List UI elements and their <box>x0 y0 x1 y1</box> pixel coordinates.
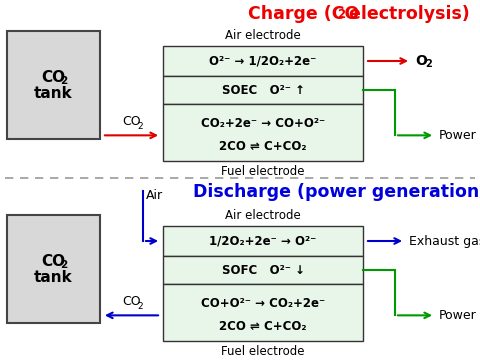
Text: O: O <box>415 54 427 68</box>
Text: 2CO ⇌ C+CO₂: 2CO ⇌ C+CO₂ <box>219 140 307 153</box>
Text: 2: 2 <box>60 260 67 270</box>
Text: 2CO ⇌ C+CO₂: 2CO ⇌ C+CO₂ <box>219 320 307 333</box>
Text: Power: Power <box>439 309 477 322</box>
Bar <box>7 31 100 139</box>
Text: CO+O²⁻ → CO₂+2e⁻: CO+O²⁻ → CO₂+2e⁻ <box>201 297 325 310</box>
Text: Exhaust gas: Exhaust gas <box>409 235 480 248</box>
Text: CO₂+2e⁻ → CO+O²⁻: CO₂+2e⁻ → CO+O²⁻ <box>201 117 325 130</box>
Text: O²⁻ → 1/2O₂+2e⁻: O²⁻ → 1/2O₂+2e⁻ <box>209 55 317 68</box>
Text: Fuel electrode: Fuel electrode <box>221 345 305 358</box>
Text: Air electrode: Air electrode <box>225 29 301 42</box>
Bar <box>163 284 363 341</box>
Text: CO: CO <box>122 116 141 129</box>
Bar <box>163 104 363 161</box>
Bar <box>163 76 363 104</box>
Text: 2: 2 <box>60 76 67 86</box>
Bar <box>7 215 100 323</box>
Text: 1/2O₂+2e⁻ → O²⁻: 1/2O₂+2e⁻ → O²⁻ <box>209 235 317 248</box>
Bar <box>163 226 363 256</box>
Text: CO: CO <box>122 295 141 308</box>
Text: 2: 2 <box>138 303 144 311</box>
Text: CO: CO <box>41 70 66 84</box>
Text: Power: Power <box>439 129 477 142</box>
Text: tank: tank <box>34 86 73 100</box>
Text: tank: tank <box>34 270 73 284</box>
Text: Fuel electrode: Fuel electrode <box>221 165 305 178</box>
Text: Discharge (power generation): Discharge (power generation) <box>193 183 480 201</box>
Text: electrolysis): electrolysis) <box>343 5 470 23</box>
Text: SOEC   O²⁻ ↑: SOEC O²⁻ ↑ <box>221 83 304 96</box>
Bar <box>163 46 363 76</box>
Text: Air electrode: Air electrode <box>225 209 301 222</box>
Text: SOFC   O²⁻ ↓: SOFC O²⁻ ↓ <box>221 264 304 277</box>
Text: 2: 2 <box>425 59 432 69</box>
Text: 2: 2 <box>138 122 144 131</box>
Text: Charge (CO: Charge (CO <box>248 5 359 23</box>
Text: CO: CO <box>41 253 66 269</box>
Text: 2: 2 <box>337 8 345 21</box>
Bar <box>163 256 363 284</box>
Text: Air: Air <box>146 189 163 202</box>
